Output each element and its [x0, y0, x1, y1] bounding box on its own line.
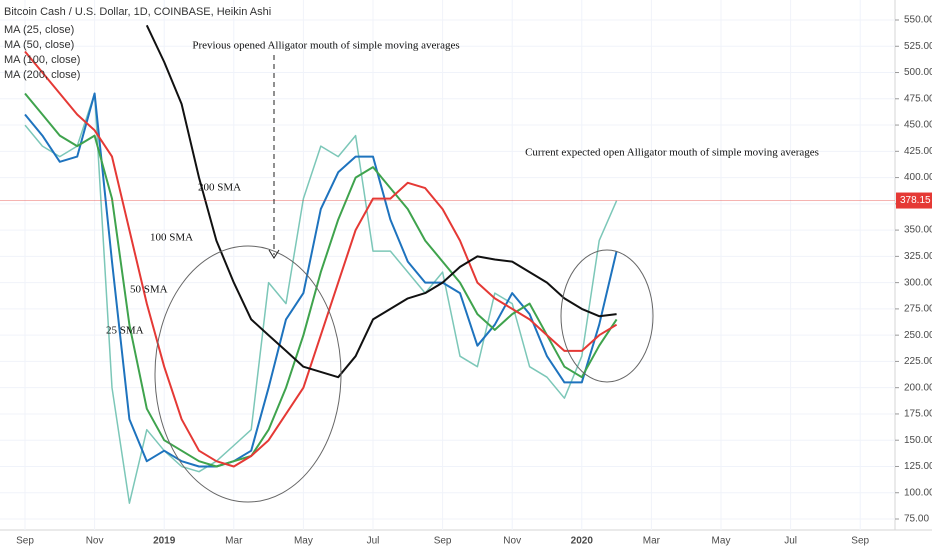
annotation: Previous opened Alligator mouth of simpl… — [192, 40, 459, 52]
x-tick-label: Jul — [367, 536, 380, 547]
y-tick-label: 325.00 — [904, 251, 932, 262]
x-tick-label: 2019 — [153, 536, 176, 547]
ma-line — [145, 24, 617, 379]
x-tick-label: Sep — [16, 536, 34, 547]
last-price-tag — [896, 192, 932, 209]
x-tick-label: Mar — [643, 536, 661, 547]
y-tick-label: 300.00 — [904, 277, 932, 288]
ma-line — [24, 92, 618, 468]
last-price-label: 378.15 — [900, 195, 931, 206]
x-tick-label: May — [294, 536, 313, 547]
x-tick-label: Nov — [86, 536, 104, 547]
y-tick-label: 350.00 — [904, 225, 932, 236]
ma-line — [24, 50, 618, 468]
circle-current — [560, 249, 654, 383]
x-tick-label: 2020 — [571, 536, 594, 547]
circle-previous — [154, 245, 342, 503]
marks — [0, 24, 895, 504]
overlay: 75.00 100.00 125.00 150.00 175.00 200.00 225.0… — [4, 15, 932, 547]
y-tick-label: 475.00 — [904, 93, 932, 104]
y-tick-label: 500.00 — [904, 67, 932, 78]
legend-entry: MA (50, close) — [4, 39, 74, 51]
annotation: 200 SMA — [198, 182, 241, 194]
legend-entry: MA (100, close) — [4, 54, 80, 66]
y-tick-label: 175.00 — [904, 409, 932, 420]
y-tick-label: 250.00 — [904, 330, 932, 341]
annotation: 100 SMA — [150, 232, 193, 244]
x-tick-label: Sep — [434, 536, 452, 547]
chart-title: Bitcoin Cash / U.S. Dollar, 1D, COINBASE… — [4, 6, 271, 18]
y-tick-label: 125.00 — [904, 461, 932, 472]
x-tick-label: Sep — [851, 536, 869, 547]
legend-entry: MA (200, close) — [4, 69, 80, 81]
x-tick-label: May — [712, 536, 731, 547]
y-tick-label: 425.00 — [904, 146, 932, 157]
y-tick-label: 200.00 — [904, 382, 932, 393]
x-tick-label: Jul — [784, 536, 797, 547]
annotation: 25 SMA — [106, 325, 144, 337]
x-tick-label: Mar — [225, 536, 243, 547]
ma-line — [24, 92, 618, 468]
y-tick-label: 275.00 — [904, 304, 932, 315]
y-tick-label: 400.00 — [904, 172, 932, 183]
y-tick-label: 550.00 — [904, 15, 932, 26]
annotation: Current expected open Alligator mouth of… — [525, 147, 819, 159]
x-tick-label: Nov — [503, 536, 521, 547]
y-tick-label: 525.00 — [904, 41, 932, 52]
y-tick-label: 100.00 — [904, 487, 932, 498]
legend-entry: MA (25, close) — [4, 24, 74, 36]
y-tick-label: 450.00 — [904, 120, 932, 131]
price-line — [24, 92, 618, 504]
grid — [0, 0, 895, 530]
annotation: 50 SMA — [130, 284, 168, 296]
y-tick-label: 225.00 — [904, 356, 932, 367]
y-tick-label: 150.00 — [904, 435, 932, 446]
y-tick-label: 75.00 — [904, 514, 929, 525]
arrow-head — [268, 249, 280, 259]
